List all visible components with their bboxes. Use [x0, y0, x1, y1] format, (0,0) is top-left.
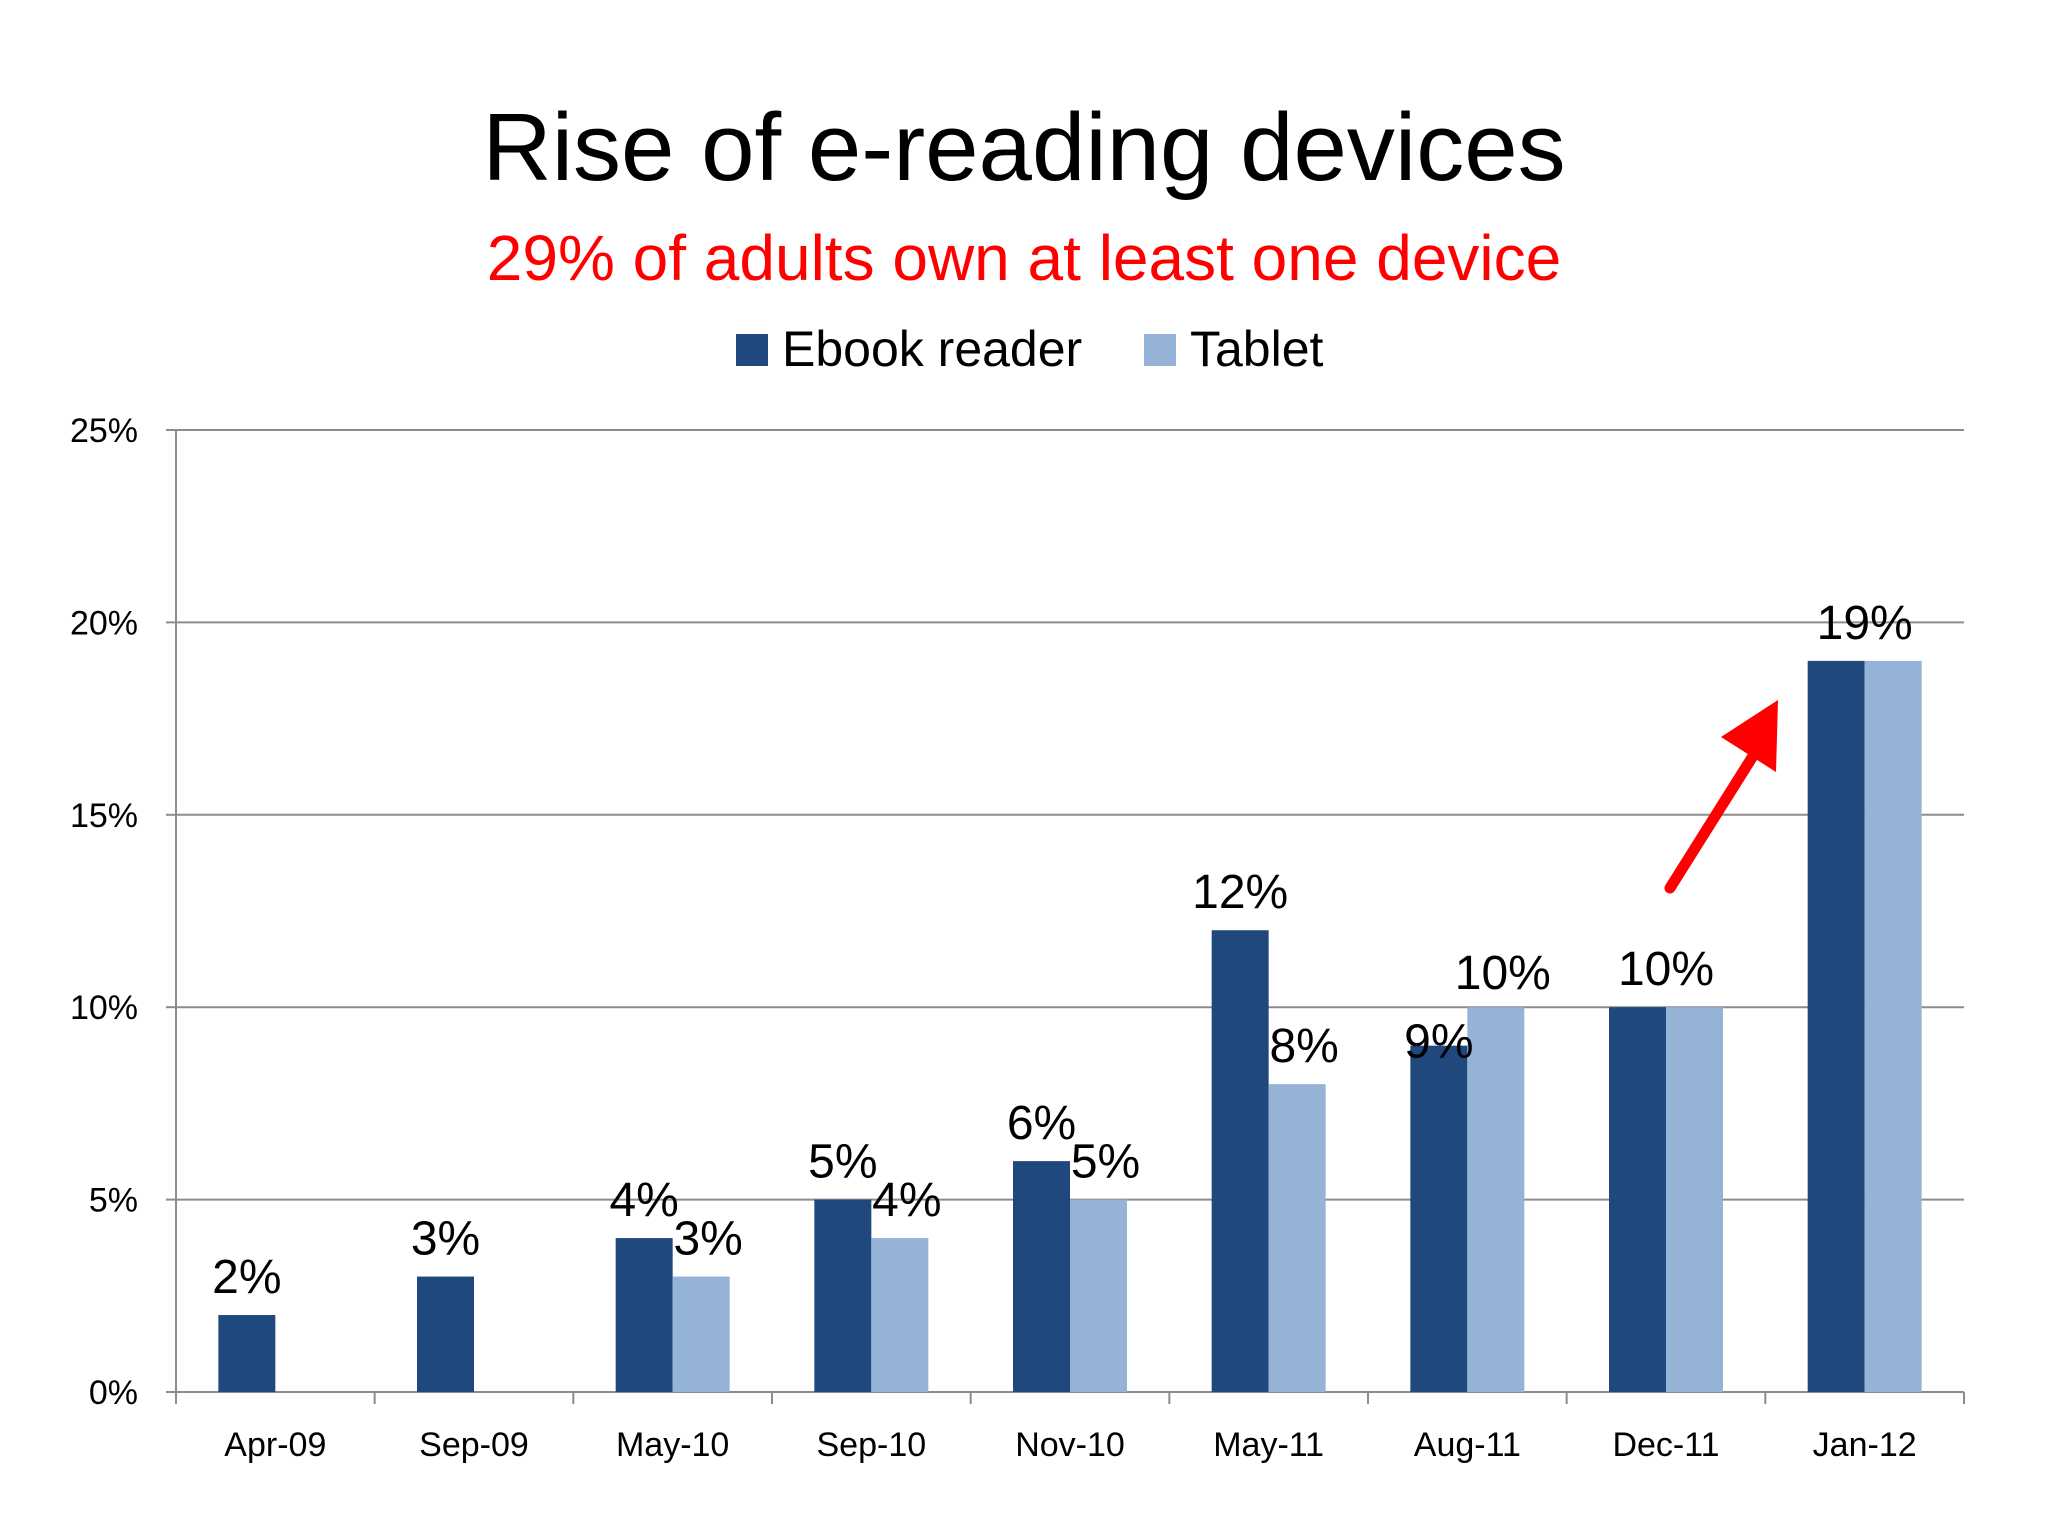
x-tick-label: Nov-10 [1015, 1426, 1125, 1464]
bar-ebook-reader [814, 1199, 872, 1392]
data-label: 4% [609, 1174, 678, 1227]
x-tick-label: Dec-11 [1612, 1426, 1719, 1464]
data-label: 8% [1269, 1020, 1338, 1073]
legend-swatch-0 [736, 334, 768, 366]
x-tick-label: Aug-11 [1414, 1426, 1521, 1464]
bar-ebook-reader [1013, 1161, 1070, 1392]
legend-label-0: Ebook reader [782, 321, 1082, 377]
bar-ebook-reader [615, 1238, 673, 1392]
bar-tablet [1666, 1007, 1723, 1392]
x-tick-label: Sep-10 [817, 1426, 927, 1464]
y-tick-label: 15% [70, 797, 138, 835]
y-tick-label: 10% [70, 989, 138, 1027]
y-tick-label: 0% [89, 1374, 138, 1412]
data-label: 5% [808, 1136, 877, 1189]
data-label: 12% [1192, 866, 1288, 919]
data-label: 9% [1404, 1016, 1473, 1069]
x-tick-label: Jan-12 [1813, 1426, 1917, 1464]
data-label: 2% [212, 1251, 281, 1304]
bars [218, 660, 1922, 1392]
bar-ebook-reader [417, 1276, 474, 1392]
bar-tablet [1467, 1007, 1525, 1392]
x-tick-label: May-11 [1213, 1426, 1324, 1464]
annotation [1664, 700, 1778, 894]
legend-label-1: Tablet [1190, 321, 1324, 377]
chart-legend: Ebook reader Tablet [736, 321, 1324, 377]
data-label: 10% [1618, 943, 1714, 996]
bar-ebook-reader [1410, 1045, 1468, 1392]
data-label: 19% [1817, 597, 1913, 650]
y-tick-label: 20% [70, 604, 138, 642]
data-label: 3% [411, 1213, 480, 1266]
bar-tablet [1070, 1199, 1127, 1392]
chart-title: Rise of e-reading devices [482, 94, 1565, 201]
x-tick-label: May-10 [616, 1426, 729, 1464]
data-label: 10% [1455, 947, 1551, 1000]
arrow-head [1721, 700, 1778, 772]
data-label: 4% [872, 1174, 941, 1227]
bar-ebook-reader [1807, 660, 1865, 1392]
x-tick-label: Apr-09 [224, 1426, 326, 1464]
data-labels: 2%3%4%3%5%4%6%5%12%8% 9%10% 10%19% [212, 597, 1913, 1304]
bar-tablet [672, 1276, 730, 1392]
bar-ebook-reader [1211, 930, 1269, 1392]
bar-tablet [1864, 660, 1922, 1392]
data-label: 6% [1007, 1097, 1076, 1150]
data-label: 3% [673, 1213, 742, 1266]
bar-ebook-reader [218, 1315, 276, 1392]
data-label: 5% [1071, 1136, 1140, 1189]
bar-tablet [871, 1238, 929, 1392]
bar-tablet [1268, 1084, 1326, 1392]
chart-subtitle: 29% of adults own at least one device [487, 222, 1561, 294]
bar-ebook-reader [1609, 1007, 1666, 1392]
legend-swatch-1 [1144, 334, 1176, 366]
arrow-shaft [1664, 742, 1764, 894]
y-tick-label: 5% [89, 1182, 138, 1220]
x-tick-label: Sep-09 [419, 1426, 529, 1464]
y-tick-label: 25% [70, 412, 138, 450]
